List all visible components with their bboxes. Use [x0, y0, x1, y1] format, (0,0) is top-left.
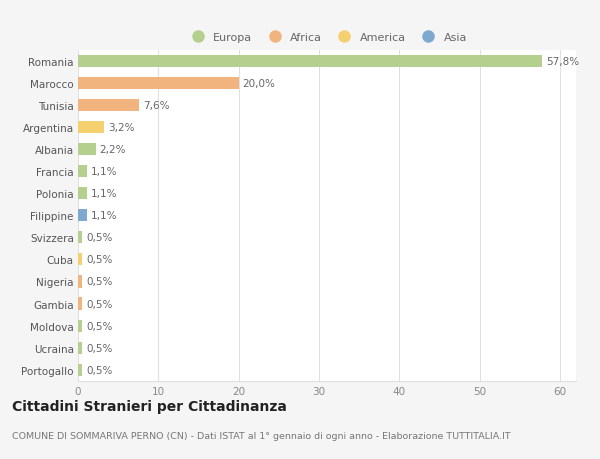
Text: 7,6%: 7,6% — [143, 101, 170, 111]
Legend: Europa, Africa, America, Asia: Europa, Africa, America, Asia — [182, 28, 472, 47]
Bar — [78, 232, 82, 244]
Text: 3,2%: 3,2% — [108, 123, 134, 133]
Text: 1,1%: 1,1% — [91, 211, 118, 221]
Text: 0,5%: 0,5% — [86, 321, 112, 331]
Text: 0,5%: 0,5% — [86, 343, 112, 353]
Bar — [78, 56, 542, 67]
Bar — [78, 78, 239, 90]
Text: 57,8%: 57,8% — [546, 56, 580, 67]
Bar — [78, 166, 87, 178]
Text: 1,1%: 1,1% — [91, 189, 118, 199]
Bar — [78, 100, 139, 112]
Bar — [78, 122, 104, 134]
Text: 0,5%: 0,5% — [86, 277, 112, 287]
Bar — [78, 298, 82, 310]
Text: 0,5%: 0,5% — [86, 255, 112, 265]
Bar — [78, 276, 82, 288]
Text: 0,5%: 0,5% — [86, 299, 112, 309]
Text: Cittadini Stranieri per Cittadinanza: Cittadini Stranieri per Cittadinanza — [12, 399, 287, 413]
Text: 0,5%: 0,5% — [86, 233, 112, 243]
Bar — [78, 342, 82, 354]
Bar — [78, 320, 82, 332]
Bar — [78, 144, 95, 156]
Bar — [78, 210, 87, 222]
Bar — [78, 254, 82, 266]
Text: 20,0%: 20,0% — [242, 78, 275, 89]
Bar — [78, 364, 82, 376]
Text: 1,1%: 1,1% — [91, 167, 118, 177]
Text: COMUNE DI SOMMARIVA PERNO (CN) - Dati ISTAT al 1° gennaio di ogni anno - Elabora: COMUNE DI SOMMARIVA PERNO (CN) - Dati IS… — [12, 431, 511, 441]
Text: 2,2%: 2,2% — [100, 145, 126, 155]
Bar — [78, 188, 87, 200]
Text: 0,5%: 0,5% — [86, 365, 112, 375]
